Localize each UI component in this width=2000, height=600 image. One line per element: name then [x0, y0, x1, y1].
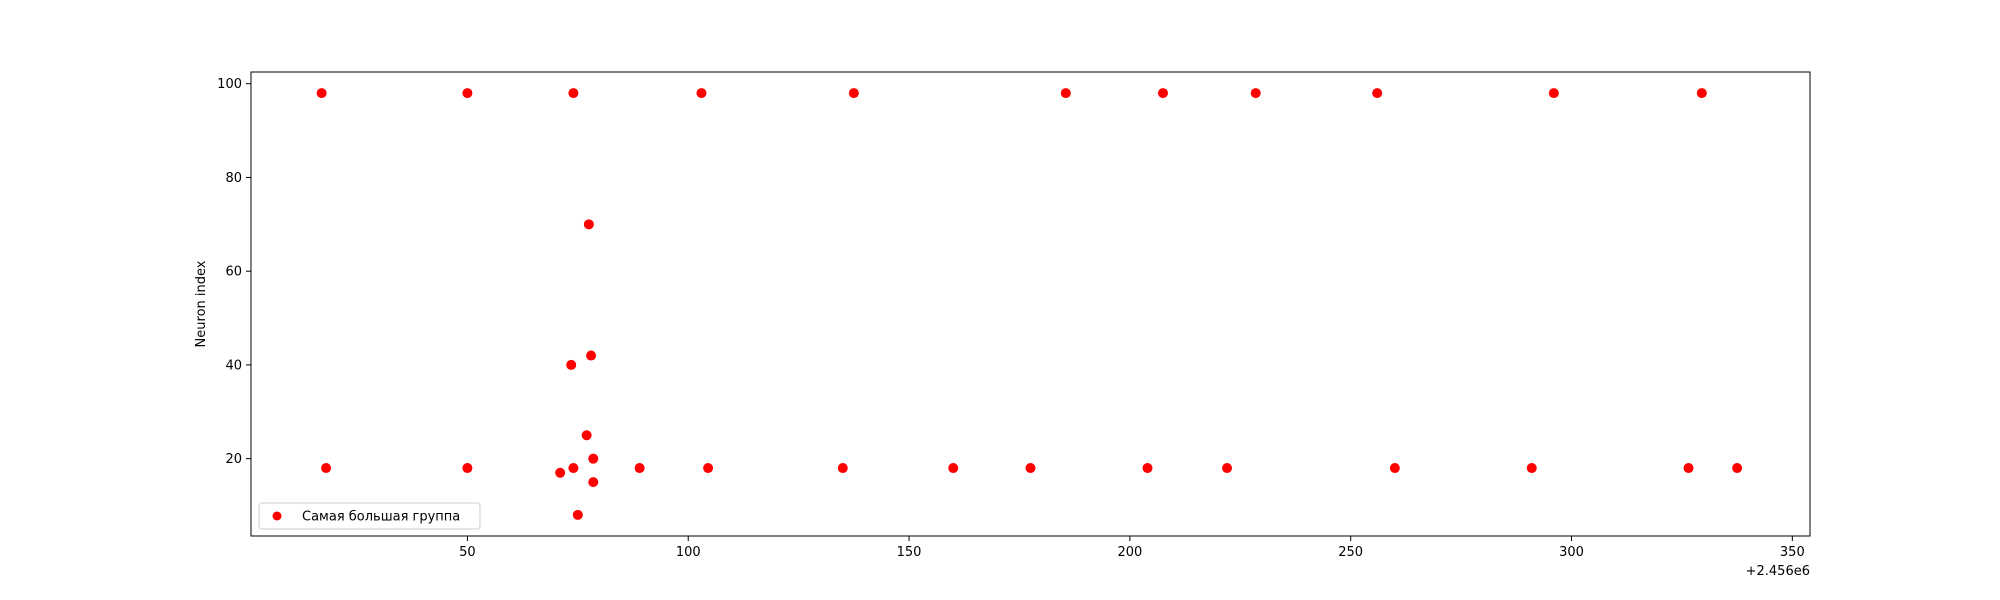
data-point	[948, 463, 959, 474]
data-point	[1683, 463, 1694, 474]
data-point	[316, 88, 327, 99]
data-point	[1157, 88, 1168, 99]
x-tick-label: 250	[1338, 545, 1363, 560]
y-axis-label: Neuron index	[194, 260, 209, 347]
y-axis: 20 40 60 80 100	[217, 77, 251, 467]
x-tick-label: 350	[1780, 545, 1805, 560]
data-point	[586, 350, 597, 361]
data-point	[555, 467, 566, 478]
data-point	[634, 463, 645, 474]
data-point	[1389, 463, 1400, 474]
data-point	[848, 88, 859, 99]
data-point	[1696, 88, 1707, 99]
x-tick-label: 50	[459, 545, 476, 560]
data-point	[1548, 88, 1559, 99]
data-point	[1222, 463, 1233, 474]
data-point	[588, 477, 599, 488]
x-tick-label: 300	[1559, 545, 1584, 560]
data-point	[703, 463, 714, 474]
data-point	[1526, 463, 1537, 474]
data-point	[583, 219, 594, 230]
y-tick-label: 60	[225, 265, 242, 280]
data-point	[566, 359, 577, 370]
data-point	[1250, 88, 1261, 99]
y-tick-label: 20	[225, 452, 242, 467]
y-tick-label: 100	[217, 77, 242, 92]
data-point	[696, 88, 707, 99]
plot-area-frame	[250, 71, 1811, 537]
data-point	[1732, 463, 1743, 474]
x-axis-offset-label: +2.456e6	[1746, 564, 1810, 579]
data-point	[588, 453, 599, 464]
x-tick-label: 200	[1117, 545, 1142, 560]
data-point	[1060, 88, 1071, 99]
legend-marker	[272, 511, 282, 521]
data-point	[581, 430, 592, 441]
data-point	[572, 509, 583, 520]
data-point	[568, 463, 579, 474]
x-axis: 50 100 150 200 250 300 350	[459, 536, 1805, 560]
data-point	[462, 88, 473, 99]
data-point	[1025, 463, 1036, 474]
data-point	[1372, 88, 1383, 99]
x-tick-label: 100	[676, 545, 701, 560]
y-tick-label: 80	[225, 171, 242, 186]
legend[interactable]: Самая большая группа	[258, 502, 481, 530]
legend-label-largest-group: Самая большая группа	[302, 510, 460, 525]
data-point	[462, 463, 473, 474]
data-point	[321, 463, 332, 474]
data-point	[837, 463, 848, 474]
x-tick-label: 150	[897, 545, 922, 560]
data-point	[1142, 463, 1153, 474]
y-tick-label: 40	[225, 358, 242, 373]
data-point	[568, 88, 579, 99]
legend-box	[258, 502, 481, 530]
data-points	[316, 88, 1743, 520]
